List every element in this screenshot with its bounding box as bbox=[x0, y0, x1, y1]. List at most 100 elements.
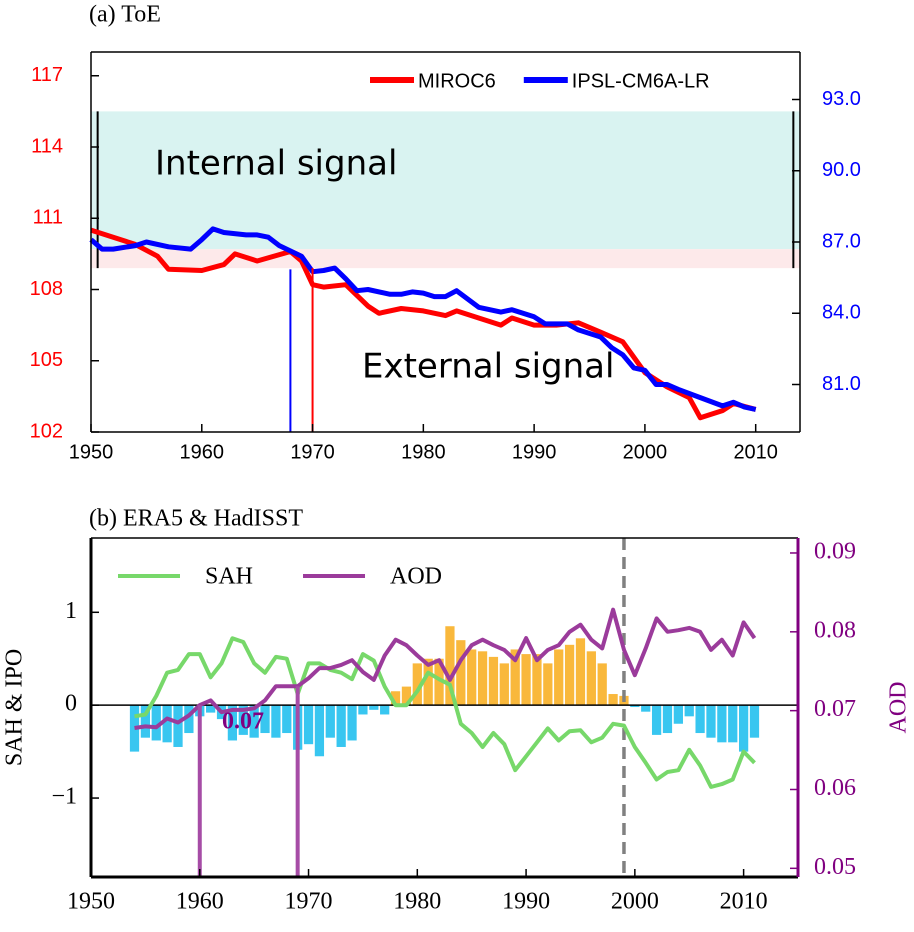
series-line bbox=[134, 607, 757, 730]
ipo-bar bbox=[303, 705, 314, 745]
ipo-bar bbox=[173, 705, 183, 747]
ipo-bar bbox=[467, 649, 477, 706]
ipo-bar bbox=[314, 705, 325, 757]
ipo-bar bbox=[358, 705, 368, 715]
ipo-bar bbox=[347, 705, 357, 741]
ipo-bar bbox=[641, 705, 651, 712]
y2-tick-label: 84.0 bbox=[822, 302, 861, 324]
ipo-bar bbox=[456, 640, 466, 706]
y-tick-label: 105 bbox=[30, 349, 63, 371]
x-tick-label: 2000 bbox=[611, 889, 659, 915]
y-tick-label: 117 bbox=[31, 64, 63, 86]
ipo-bar bbox=[684, 705, 694, 717]
x-tick-label: 1990 bbox=[502, 889, 550, 915]
ipo-bar bbox=[140, 705, 151, 738]
ipo-bar bbox=[282, 705, 292, 734]
x-tick-label: 1970 bbox=[290, 441, 335, 463]
x-tick-label: 2010 bbox=[720, 889, 768, 915]
panel-title: (b) ERA5 & HadISST bbox=[89, 506, 303, 532]
ipo-bar bbox=[423, 658, 433, 706]
y2-tick-label: 0.09 bbox=[814, 538, 856, 564]
y2-tick-label: 81.0 bbox=[822, 373, 861, 395]
ipo-bar bbox=[325, 705, 335, 738]
ipo-bar bbox=[554, 649, 564, 706]
y-tick-label: 1 bbox=[65, 598, 77, 624]
ipo-bar bbox=[434, 658, 444, 706]
y-tick-label: 108 bbox=[30, 278, 63, 300]
ipo-bar bbox=[521, 654, 531, 706]
x-tick-label: 1980 bbox=[393, 889, 441, 915]
y2-tick-label: 87.0 bbox=[822, 230, 861, 252]
x-tick-label: 2000 bbox=[623, 441, 668, 463]
ipo-bar bbox=[575, 638, 586, 706]
ipo-bar bbox=[608, 694, 618, 706]
y2-tick-label: 0.08 bbox=[814, 617, 856, 643]
y-axis-label: SAH & IPO bbox=[2, 649, 28, 766]
ipo-bar bbox=[510, 649, 520, 706]
ipo-bar bbox=[151, 705, 161, 741]
ipo-bar bbox=[749, 705, 760, 738]
ipo-bar bbox=[227, 705, 238, 741]
ipo-bar bbox=[260, 705, 270, 734]
ipo-bar bbox=[401, 686, 412, 706]
ipo-bar bbox=[597, 663, 607, 706]
y-tick-label: 111 bbox=[33, 207, 63, 229]
ipo-bar bbox=[477, 651, 488, 706]
ipo-bar bbox=[488, 656, 499, 706]
x-tick-label: 1980 bbox=[401, 441, 446, 463]
legend-label: SAH bbox=[205, 564, 253, 590]
ipo-bar bbox=[662, 705, 673, 734]
ipo-bar bbox=[651, 705, 662, 735]
annotation: 0.07 bbox=[222, 709, 264, 735]
x-tick-label: 1970 bbox=[285, 889, 333, 915]
x-tick-label: 1960 bbox=[176, 889, 224, 915]
y2-tick-label: 93.0 bbox=[822, 88, 861, 110]
y-tick-label: −1 bbox=[51, 784, 77, 810]
ipo-bar bbox=[728, 705, 738, 743]
ipo-bar bbox=[206, 705, 216, 713]
ipo-bar bbox=[673, 705, 683, 724]
x-tick-label: 1960 bbox=[180, 441, 225, 463]
signal-band bbox=[91, 111, 800, 250]
ipo-bar bbox=[129, 705, 140, 752]
legend-label: MIROC6 bbox=[418, 70, 496, 92]
ipo-bar bbox=[184, 705, 194, 734]
ipo-bar bbox=[499, 663, 509, 706]
legend-label: AOD bbox=[390, 564, 442, 590]
x-tick-label: 1950 bbox=[69, 441, 114, 463]
y2-tick-label: 90.0 bbox=[822, 159, 861, 181]
ipo-bar bbox=[390, 691, 401, 706]
ipo-bar bbox=[445, 626, 455, 706]
ipo-bar bbox=[586, 651, 596, 706]
y2-tick-label: 0.05 bbox=[814, 854, 856, 880]
annotation: Internal signal bbox=[155, 144, 397, 184]
ipo-bar bbox=[369, 705, 379, 710]
signal-band bbox=[91, 249, 800, 269]
y-tick-label: 102 bbox=[30, 420, 63, 442]
y-tick-label: 114 bbox=[31, 135, 63, 157]
ipo-bar bbox=[271, 705, 281, 738]
ipo-bar bbox=[630, 705, 640, 708]
panel-a: 102 105 108 111 114 117 81.0 84.0 87.0 90.0 93.0 19… bbox=[30, 2, 861, 464]
panel-title: (a) ToE bbox=[89, 2, 161, 28]
ipo-bar bbox=[695, 705, 705, 734]
y2-tick-label: 0.07 bbox=[814, 696, 856, 722]
ipo-bar bbox=[238, 705, 248, 735]
y2-tick-label: 0.06 bbox=[814, 775, 856, 801]
ipo-bar bbox=[249, 705, 259, 738]
ipo-bar bbox=[717, 705, 727, 743]
x-tick-label: 1990 bbox=[512, 441, 557, 463]
y2-axis-label: AOD bbox=[886, 682, 912, 734]
series-line bbox=[134, 636, 756, 789]
ipo-bar bbox=[706, 705, 716, 738]
ipo-bar bbox=[380, 705, 390, 715]
ipo-bar bbox=[336, 705, 346, 747]
annotation: External signal bbox=[362, 347, 614, 387]
ipo-bar bbox=[564, 644, 575, 706]
legend-label: IPSL-CM6A-LR bbox=[572, 70, 710, 92]
series-line bbox=[89, 226, 757, 412]
ipo-bar bbox=[738, 705, 749, 752]
x-tick-label: 1950 bbox=[67, 889, 115, 915]
panel-b: −1 0 1 0.05 0.06 0.07 0.08 0.09 1950 1960 1970 1980… bbox=[2, 506, 912, 915]
